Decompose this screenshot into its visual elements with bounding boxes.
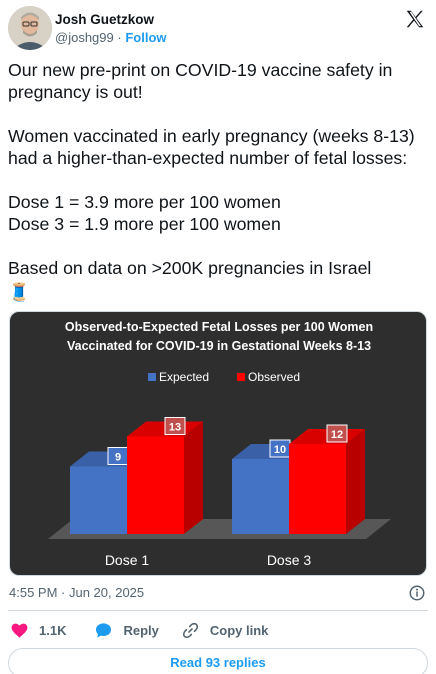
tweet-paragraph: Women vaccinated in early pregnancy (wee… — [8, 126, 415, 168]
avatar[interactable] — [8, 6, 52, 50]
action-bar: 1.1K Reply Copy link — [10, 620, 268, 640]
chart-bars: 9 13 10 12 — [70, 417, 365, 534]
category-label: Dose 3 — [267, 552, 312, 568]
bar-expected-dose-1 — [70, 466, 127, 534]
chart-image[interactable]: Observed-to-Expected Fetal Losses per 10… — [9, 311, 427, 576]
author-handle[interactable]: @joshg99 — [55, 30, 114, 45]
x-logo-icon[interactable] — [404, 8, 426, 30]
heart-icon — [11, 623, 28, 638]
chart-legend: Expected Observed — [148, 370, 300, 384]
tweet-paragraph: Our new pre-print on COVID-19 vaccine sa… — [8, 60, 393, 102]
reply-bubble-icon — [96, 622, 112, 638]
tweet-timestamp[interactable]: 4:55 PM · Jun 20, 2025 — [9, 585, 145, 600]
chart-categories: Dose 1 Dose 3 — [105, 552, 312, 568]
legend-swatch-observed — [237, 373, 245, 381]
chart-svg: Observed-to-Expected Fetal Losses per 10… — [48, 320, 391, 568]
chart-title-line1: Observed-to-Expected Fetal Losses per 10… — [65, 320, 373, 334]
tweet-text: Our new pre-print on COVID-19 vaccine sa… — [8, 59, 428, 303]
reply-button[interactable]: Reply — [94, 621, 159, 640]
tweet-paragraph: Based on data on >200K pregnancies in Is… — [8, 258, 372, 278]
data-label: 13 — [169, 422, 181, 434]
link-icon — [182, 622, 198, 638]
copy-link-button[interactable]: Copy link — [181, 621, 269, 640]
data-label-box — [164, 417, 186, 435]
author-handle-row: @joshg99 · Follow — [55, 30, 167, 45]
category-label: Dose 1 — [105, 552, 150, 568]
copy-link-label: Copy link — [209, 622, 269, 638]
data-label: 10 — [274, 444, 286, 456]
legend-label-expected: Expected — [159, 370, 209, 384]
bar-observed-dose-3 — [289, 444, 346, 534]
bar-observed-dose-1 — [127, 436, 184, 534]
read-replies-button[interactable]: Read 93 replies — [8, 648, 428, 674]
data-label: 12 — [331, 429, 343, 441]
data-label-box — [326, 424, 348, 443]
avatar-image — [8, 6, 52, 50]
separator: · — [117, 30, 122, 45]
follow-button[interactable]: Follow — [125, 30, 167, 45]
bar-expected-dose-3 — [232, 459, 289, 534]
divider — [8, 610, 428, 611]
legend-swatch-expected — [148, 373, 156, 381]
tweet-paragraph: Dose 1 = 3.9 more per 100 women — [8, 192, 281, 212]
bar-side — [346, 429, 365, 534]
like-count: 1.1K — [39, 622, 67, 638]
data-label: 9 — [115, 452, 121, 464]
tweet-paragraph: Dose 3 = 1.9 more per 100 women — [8, 214, 281, 234]
bar-side — [184, 421, 203, 534]
reply-label: Reply — [123, 622, 159, 638]
like-button[interactable]: 1.1K — [10, 621, 66, 640]
legend-label-observed: Observed — [248, 370, 300, 384]
thread-emoji: 🧵 — [8, 282, 31, 302]
chart-title-line2: Vaccinated for COVID-19 in Gestational W… — [67, 339, 371, 353]
tweet-header: Josh Guetzkow @joshg99 · Follow — [8, 6, 428, 52]
info-icon[interactable] — [408, 584, 426, 602]
author-name[interactable]: Josh Guetzkow — [55, 12, 155, 27]
